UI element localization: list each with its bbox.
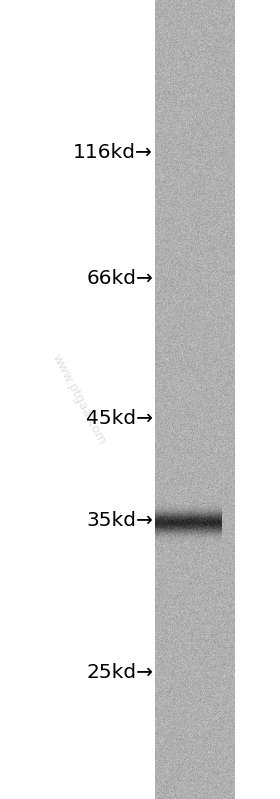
Text: 35kd→: 35kd→ (86, 511, 153, 530)
Text: 116kd→: 116kd→ (73, 142, 153, 161)
Text: 66kd→: 66kd→ (86, 268, 153, 288)
Text: 45kd→: 45kd→ (86, 408, 153, 427)
Text: www.ptgaa.com: www.ptgaa.com (49, 352, 108, 447)
Text: 25kd→: 25kd→ (86, 662, 153, 682)
